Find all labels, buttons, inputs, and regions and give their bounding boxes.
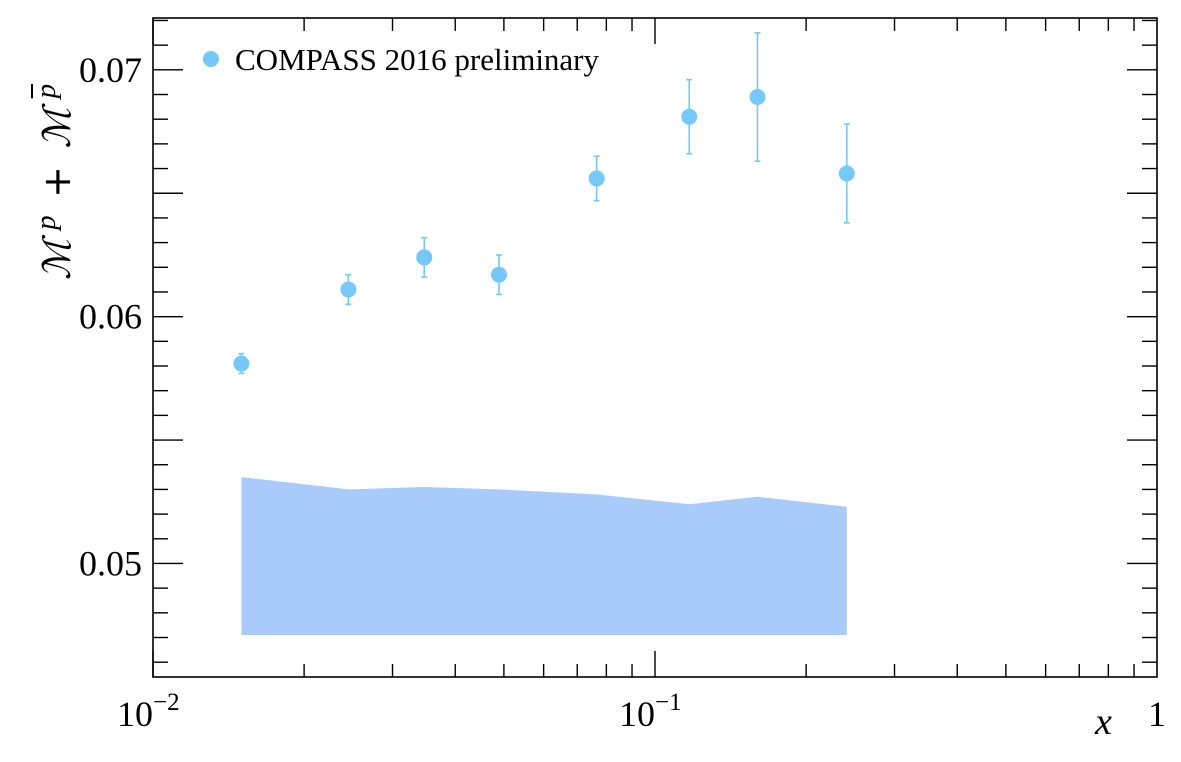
y-title-m1: ℳ	[37, 234, 79, 280]
data-point-marker	[681, 108, 698, 125]
data-points-layer	[233, 32, 855, 375]
y-tick-label: 0.05	[79, 543, 142, 583]
x-tick-label: 10−2	[117, 689, 180, 734]
data-point	[340, 273, 357, 306]
legend-marker	[203, 51, 219, 67]
data-point-marker	[491, 266, 508, 283]
systematic-band	[241, 477, 847, 635]
data-point	[416, 236, 433, 278]
legend: COMPASS 2016 preliminary	[203, 42, 600, 77]
data-point-marker	[838, 165, 855, 182]
y-tick-label: 0.07	[79, 50, 142, 90]
data-point	[749, 32, 766, 162]
data-point-marker	[416, 249, 433, 266]
y-title-sup1: p	[30, 215, 62, 232]
systematic-band-layer	[241, 477, 847, 635]
ticks-layer	[152, 18, 1157, 677]
x-tick-label: 10−1	[619, 689, 682, 734]
legend-label: COMPASS 2016 preliminary	[235, 42, 600, 77]
y-title-m2: ℳ	[37, 103, 79, 149]
x-tick-label: 1	[1148, 694, 1166, 734]
y-tick-label: 0.06	[79, 297, 142, 337]
tick-labels-layer: 0.05 0.06 0.07 10−2 10−1 1	[79, 50, 1166, 734]
x-axis-title: x	[1094, 701, 1112, 743]
data-point	[491, 254, 508, 296]
data-point	[838, 123, 855, 224]
data-point-marker	[588, 170, 605, 187]
data-point	[233, 352, 250, 375]
y-title-sup2: p	[30, 84, 62, 101]
y-axis-title-text: ℳ p + ℳ p	[22, 84, 79, 280]
data-point-marker	[233, 355, 250, 372]
data-point	[588, 155, 605, 202]
data-point-marker	[749, 88, 766, 105]
y-axis-title: ℳ p + ℳ p	[22, 83, 79, 280]
y-title-plus: +	[35, 166, 79, 198]
data-point	[681, 78, 698, 155]
data-point-marker	[340, 281, 357, 298]
